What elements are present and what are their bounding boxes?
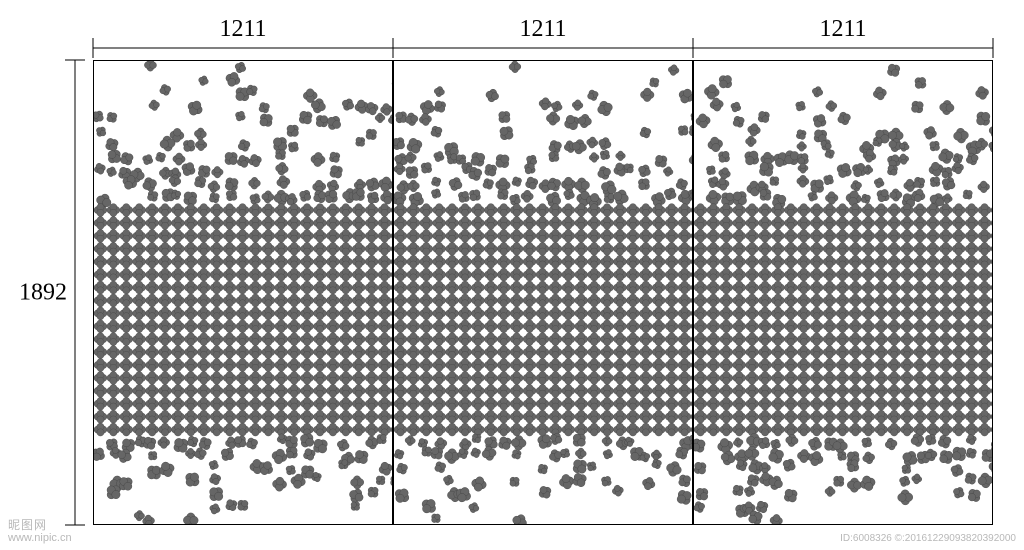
dimension-width-label: 1211	[819, 16, 866, 43]
pattern-panel	[93, 60, 393, 525]
dimension-width-label: 1211	[519, 16, 566, 43]
watermark-left: 昵图网 www.nipic.cn	[8, 519, 72, 544]
dimension-width-label: 1211	[219, 16, 266, 43]
watermark-id: ID:6008326 ©:20161229093820392000	[840, 533, 1016, 544]
pattern-svg	[394, 61, 692, 524]
watermark-site-name: 昵图网	[8, 519, 72, 532]
pattern-svg	[694, 61, 992, 524]
dimension-height-label: 1892	[19, 279, 67, 306]
pattern-panel	[393, 60, 693, 525]
pattern-panel	[693, 60, 993, 525]
drawing-canvas: 1211 1211 1211 1892	[0, 0, 1024, 550]
pattern-svg	[94, 61, 392, 524]
watermark-site-url: www.nipic.cn	[8, 532, 72, 544]
